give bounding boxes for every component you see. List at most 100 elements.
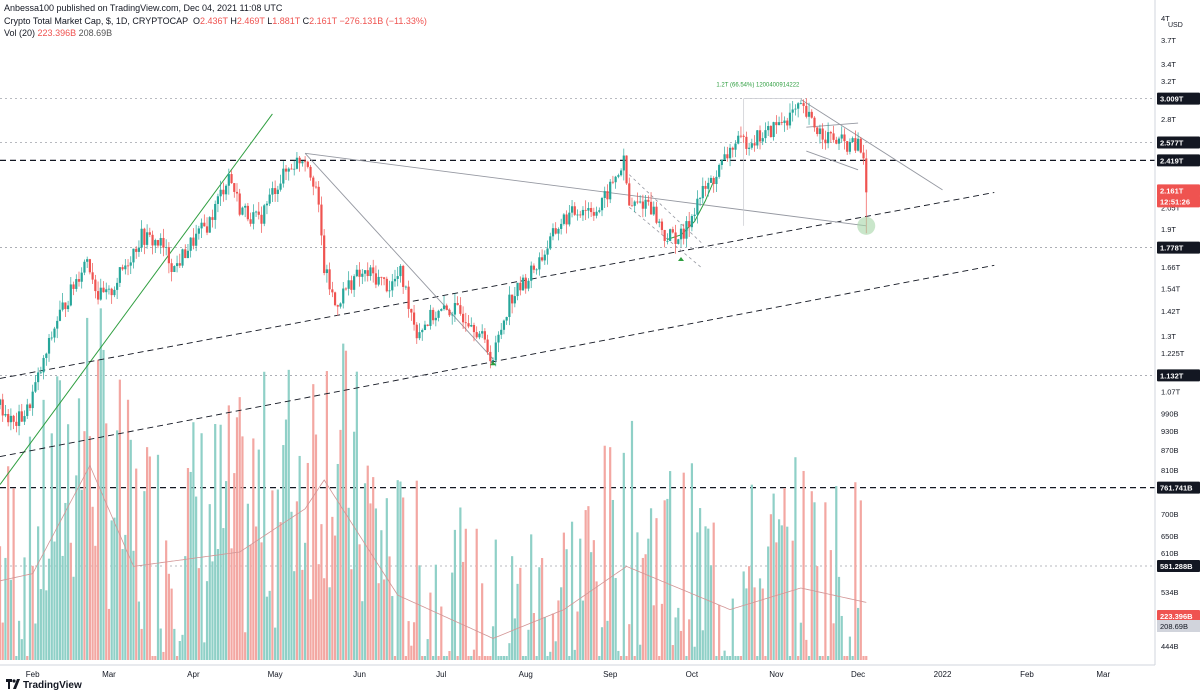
volume-legend: Vol (20) 223.396B 208.69B (4, 28, 112, 38)
volume-bar (786, 526, 789, 660)
candle-body (519, 282, 522, 291)
candle-body (42, 357, 45, 373)
volume-bar (780, 525, 783, 660)
volume-bar (263, 371, 266, 660)
candle-body (86, 259, 89, 262)
candle-body (50, 337, 53, 339)
candle-body (23, 416, 26, 422)
volume-bar (690, 463, 694, 660)
volume-bar (317, 564, 320, 660)
level-tag-bg (1157, 560, 1200, 572)
candle-body (636, 201, 639, 203)
price-tick-label: 2.05T (1161, 203, 1181, 212)
volume-bar (132, 550, 135, 660)
level-tag: 2.577T (1160, 138, 1184, 147)
candle-body (415, 324, 418, 339)
symbol-name[interactable]: Crypto Total Market Cap, $, 1D, CRYPTOCA… (4, 16, 188, 26)
volume-bar (421, 656, 424, 660)
candle-body (75, 279, 78, 289)
volume-bar (535, 656, 538, 660)
candle-body (745, 136, 748, 149)
candle-body (26, 404, 29, 417)
volume-bar (491, 626, 495, 660)
candle-body (750, 143, 753, 148)
volume-bar (851, 656, 854, 660)
volume-bar (189, 471, 192, 660)
volume-bar (600, 627, 604, 660)
candle-body (606, 191, 609, 200)
volume-bar (475, 528, 478, 660)
candle-body (581, 209, 585, 216)
volume-label[interactable]: Vol (20) (4, 28, 36, 38)
volume-bar (17, 620, 21, 660)
volume-tick-label: 444B (1161, 642, 1179, 651)
volume-bar (442, 656, 446, 660)
volume-bar (835, 486, 838, 660)
volume-last-tag: 223.396B (1160, 612, 1193, 621)
volume-bar (45, 590, 48, 660)
candle-body (175, 263, 179, 267)
volume-bar (366, 465, 369, 660)
volume-bar (846, 656, 849, 660)
time-tick-label: Mar (102, 670, 116, 679)
candle-body (718, 164, 721, 177)
volume-bar (478, 656, 481, 660)
candle-body (502, 320, 506, 330)
volume-bar (573, 649, 576, 660)
target-circle (857, 216, 876, 235)
candle-body (827, 132, 830, 144)
candle-body (682, 228, 685, 239)
candle-body (94, 279, 97, 292)
volume-bar (184, 556, 187, 660)
volume-bar (295, 501, 299, 660)
volume-bar (69, 542, 72, 660)
candle-body (67, 305, 70, 310)
candle-body (380, 276, 383, 278)
candle-body (644, 199, 647, 209)
candle-body (843, 134, 846, 142)
volume-bar (260, 542, 263, 660)
volume-bar (323, 578, 326, 660)
candle-body (303, 161, 307, 163)
candle-body (709, 177, 713, 183)
volume-bar (848, 636, 852, 660)
candle-body (461, 313, 465, 323)
candle-body (481, 331, 484, 334)
volume-bar (557, 600, 560, 660)
candle-body (211, 217, 214, 220)
volume-bar (472, 649, 476, 660)
volume-bar (227, 405, 230, 660)
volume-bar (481, 583, 484, 660)
candle-body (570, 206, 574, 213)
volume-bar (252, 438, 255, 660)
candle-body (639, 201, 642, 203)
volume-bar (254, 526, 258, 660)
volume-bar (61, 555, 64, 660)
candle-body (797, 103, 800, 109)
candle-body (58, 309, 62, 321)
volume-bar (293, 571, 296, 660)
candle-body (600, 198, 604, 211)
candle-body (805, 105, 808, 117)
candle-body (530, 265, 533, 281)
candle-body (810, 111, 813, 118)
level-tag-bg (1157, 154, 1200, 167)
volume-bar (636, 532, 639, 660)
candle-body (64, 302, 67, 310)
candle-body (429, 309, 432, 326)
volume-bar (224, 481, 228, 660)
candle-body (132, 248, 135, 263)
tradingview-brand[interactable]: TradingView (6, 679, 82, 691)
volume-bar (23, 557, 26, 660)
candle-body (276, 189, 279, 195)
volume-bar (271, 490, 274, 660)
candle-body (350, 280, 353, 290)
volume-bar (244, 632, 247, 660)
volume-bar (671, 645, 674, 660)
volume-bar (121, 549, 124, 660)
candle-body (652, 206, 655, 215)
volume-bar (660, 603, 664, 660)
volume-bar (205, 581, 209, 660)
volume-bar (279, 522, 282, 660)
